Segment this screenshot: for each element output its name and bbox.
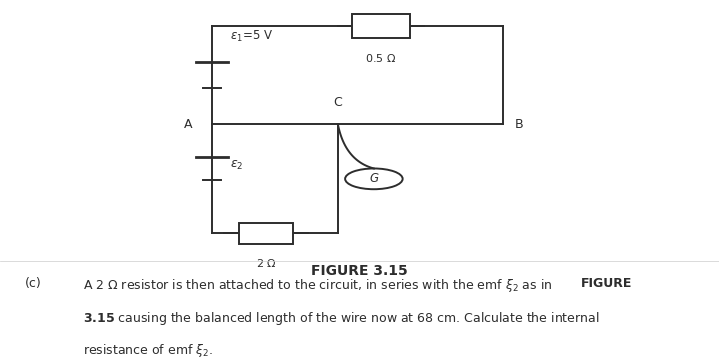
Text: A: A	[183, 118, 192, 131]
Text: C: C	[334, 96, 342, 109]
Text: (c): (c)	[25, 277, 42, 291]
Text: $0.5\ \Omega$: $0.5\ \Omega$	[365, 52, 397, 64]
Text: $\varepsilon_1\!=\!5\ \mathrm{V}$: $\varepsilon_1\!=\!5\ \mathrm{V}$	[230, 29, 274, 44]
Text: $\varepsilon_2$: $\varepsilon_2$	[230, 159, 244, 172]
Text: B: B	[515, 118, 523, 131]
Text: FIGURE: FIGURE	[581, 277, 632, 291]
Text: resistance of emf $\xi_2$.: resistance of emf $\xi_2$.	[83, 342, 213, 359]
Text: FIGURE 3.15: FIGURE 3.15	[311, 264, 408, 278]
Text: G: G	[370, 172, 378, 185]
Text: $\mathbf{3.15}$ causing the balanced length of the wire now at 68 cm. Calculate : $\mathbf{3.15}$ causing the balanced len…	[83, 310, 599, 327]
Text: A 2 $\Omega$ resistor is then attached to the circuit, in series with the emf $\: A 2 $\Omega$ resistor is then attached t…	[83, 277, 553, 294]
Bar	[352, 14, 410, 37]
Text: $2\ \Omega$: $2\ \Omega$	[256, 257, 276, 269]
Bar	[239, 223, 293, 244]
